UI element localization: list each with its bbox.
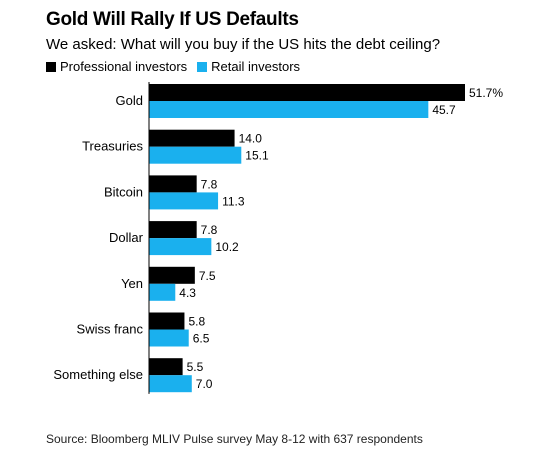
category-label-bitcoin: Bitcoin <box>104 184 143 199</box>
bar-retail-gold <box>149 101 429 118</box>
data-label-retail-gold: 45.7 <box>432 103 456 117</box>
legend-label-professional: Professional investors <box>60 59 188 74</box>
bar-professional-treasuries <box>149 129 235 147</box>
category-label-yen: Yen <box>121 276 143 291</box>
data-label-professional-dollar: 7.8 <box>201 223 218 237</box>
legend-swatch-retail <box>197 61 208 72</box>
data-label-professional-swiss-franc: 5.8 <box>188 315 205 329</box>
legend-swatch-professional <box>46 61 56 72</box>
category-label-treasuries: Treasuries <box>82 139 143 154</box>
data-label-professional-treasuries: 14.0 <box>239 132 263 146</box>
bar-retail-swiss-franc <box>149 329 189 347</box>
chart-source: Source: Bloomberg MLIV Pulse survey May … <box>46 432 423 446</box>
bar-retail-something-else <box>149 375 192 393</box>
data-label-professional-something-else: 5.5 <box>187 360 204 374</box>
bar-retail-yen <box>149 283 176 301</box>
category-label-swiss-franc: Swiss franc <box>77 322 144 337</box>
bar-professional-something-else <box>149 358 183 376</box>
data-label-retail-swiss-franc: 6.5 <box>193 332 210 346</box>
category-label-something-else: Something else <box>53 367 143 382</box>
category-label-dollar: Dollar <box>109 230 144 245</box>
data-label-professional-yen: 7.5 <box>199 269 216 283</box>
legend-label-retail: Retail investors <box>211 59 301 74</box>
data-label-retail-something-else: 7.0 <box>196 377 213 391</box>
bar-professional-bitcoin <box>149 175 197 193</box>
legend: Professional investors Retail investors <box>46 59 310 74</box>
category-label-gold: Gold <box>116 93 143 108</box>
data-label-retail-treasuries: 15.1 <box>245 149 269 163</box>
data-label-retail-dollar: 10.2 <box>215 240 239 254</box>
data-label-retail-bitcoin: 11.3 <box>222 194 245 208</box>
chart-title: Gold Will Rally If US Defaults <box>46 9 299 30</box>
bar-retail-treasuries <box>149 146 242 164</box>
data-label-retail-yen: 4.3 <box>179 286 196 300</box>
legend-item-retail: Retail investors <box>197 59 300 74</box>
bar-retail-dollar <box>149 238 212 256</box>
data-label-professional-bitcoin: 7.8 <box>201 177 218 191</box>
chart-subtitle: We asked: What will you buy if the US hi… <box>46 36 441 53</box>
bar-professional-swiss-franc <box>149 312 185 330</box>
data-label-professional-gold: 51.7% <box>469 86 503 100</box>
bar-professional-yen <box>149 266 195 284</box>
bar-professional-dollar <box>149 221 197 239</box>
bar-retail-bitcoin <box>149 192 219 210</box>
bar-professional-gold <box>149 84 465 101</box>
legend-item-professional: Professional investors <box>46 59 187 74</box>
